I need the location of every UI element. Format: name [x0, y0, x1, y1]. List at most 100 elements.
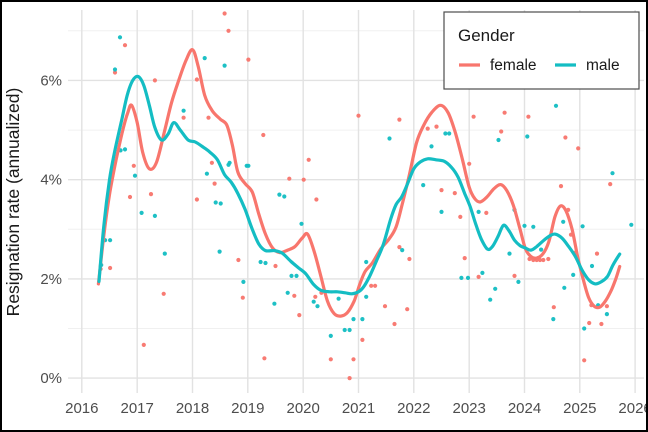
- x-tick-label: 2020: [287, 400, 320, 417]
- y-tick-label: 6%: [40, 72, 62, 89]
- data-point-male: [347, 327, 352, 333]
- x-tick-label: 2018: [176, 400, 209, 417]
- data-point-female: [108, 265, 113, 271]
- data-point-female: [439, 188, 444, 193]
- data-point-female: [306, 157, 311, 162]
- data-point-female: [328, 357, 333, 362]
- data-point-male: [112, 67, 118, 72]
- x-tick-label: 2023: [453, 400, 486, 417]
- data-point-male: [610, 171, 615, 176]
- trend-line-female: [96, 48, 622, 318]
- data-point-female: [541, 257, 546, 263]
- data-point-male: [336, 296, 341, 301]
- data-point-female: [369, 283, 374, 288]
- legend-label-male: male: [586, 57, 620, 74]
- data-point-male: [493, 286, 498, 291]
- data-point-male: [551, 317, 556, 322]
- data-point-female: [484, 210, 489, 215]
- data-point-female: [604, 304, 610, 309]
- data-point-female: [226, 28, 231, 33]
- data-point-female: [301, 177, 306, 182]
- data-point-female: [405, 307, 410, 312]
- legend-item-female: female: [459, 57, 537, 74]
- data-point-female: [351, 357, 356, 362]
- data-point-male: [562, 285, 567, 290]
- legend-title: Gender: [458, 26, 515, 45]
- data-point-male: [122, 147, 128, 152]
- data-point-female: [467, 161, 472, 166]
- trend-line-male: [97, 74, 622, 296]
- data-point-female: [236, 257, 241, 263]
- data-point-male: [476, 209, 481, 214]
- data-point-female: [458, 214, 463, 219]
- data-point-male: [351, 317, 356, 322]
- data-point-female: [292, 293, 297, 298]
- data-point-female: [582, 358, 587, 363]
- data-point-female: [152, 78, 157, 83]
- data-point-female: [608, 182, 613, 187]
- data-point-male: [629, 222, 634, 227]
- data-point-male: [162, 251, 167, 256]
- data-point-male: [277, 192, 282, 197]
- data-point-female: [425, 126, 430, 131]
- data-point-male: [246, 163, 251, 168]
- data-point-male: [299, 221, 304, 226]
- data-point-female: [141, 342, 146, 347]
- data-point-female: [181, 115, 186, 120]
- data-point-male: [507, 251, 512, 256]
- y-tick-label: 0%: [40, 370, 62, 387]
- x-tick-label: 2025: [563, 400, 596, 417]
- data-point-male: [439, 209, 444, 214]
- data-point-female: [148, 192, 154, 197]
- x-tick-label: 2024: [508, 400, 541, 417]
- data-point-male: [582, 326, 587, 331]
- data-point-male: [421, 183, 426, 188]
- data-marks-layer: [96, 11, 634, 381]
- data-point-female: [161, 291, 166, 296]
- data-point-female: [551, 305, 556, 310]
- x-tick-label: 2017: [121, 400, 154, 417]
- data-point-female: [526, 114, 531, 119]
- data-point-male: [285, 290, 290, 295]
- legend-item-male: male: [555, 57, 620, 74]
- data-point-female: [373, 283, 378, 288]
- data-point-male: [522, 223, 527, 228]
- data-point-male: [465, 275, 471, 280]
- data-point-female: [209, 160, 214, 165]
- data-point-female: [512, 273, 517, 278]
- data-point-male: [227, 160, 232, 165]
- data-point-female: [273, 263, 278, 269]
- data-point-female: [314, 197, 319, 202]
- legend-label-female: female: [490, 57, 537, 74]
- data-point-male: [328, 333, 333, 338]
- x-tick-label: 2016: [65, 400, 98, 417]
- data-point-male: [204, 171, 209, 176]
- data-point-female: [313, 294, 318, 299]
- data-point-male: [488, 297, 493, 302]
- y-tick-label: 4%: [40, 172, 62, 189]
- data-point-female: [212, 181, 217, 186]
- data-point-male: [294, 273, 299, 278]
- data-point-male: [217, 249, 222, 254]
- data-point-male: [258, 259, 263, 265]
- data-point-female: [599, 321, 604, 327]
- data-point-female: [356, 113, 361, 118]
- data-point-female: [452, 191, 457, 196]
- data-point-female: [499, 129, 504, 134]
- x-tick-label: 2022: [397, 400, 430, 417]
- data-point-male: [539, 247, 544, 252]
- data-point-female: [360, 337, 365, 342]
- data-point-male: [604, 312, 610, 317]
- data-point-male: [561, 219, 566, 224]
- data-point-male: [553, 103, 559, 108]
- data-point-female: [502, 110, 507, 115]
- legend-box: [443, 11, 640, 90]
- data-point-female: [397, 245, 402, 250]
- data-point-male: [387, 136, 392, 141]
- data-point-male: [213, 200, 218, 205]
- data-point-female: [587, 320, 592, 326]
- data-point-female: [261, 132, 266, 138]
- data-point-male: [311, 299, 316, 304]
